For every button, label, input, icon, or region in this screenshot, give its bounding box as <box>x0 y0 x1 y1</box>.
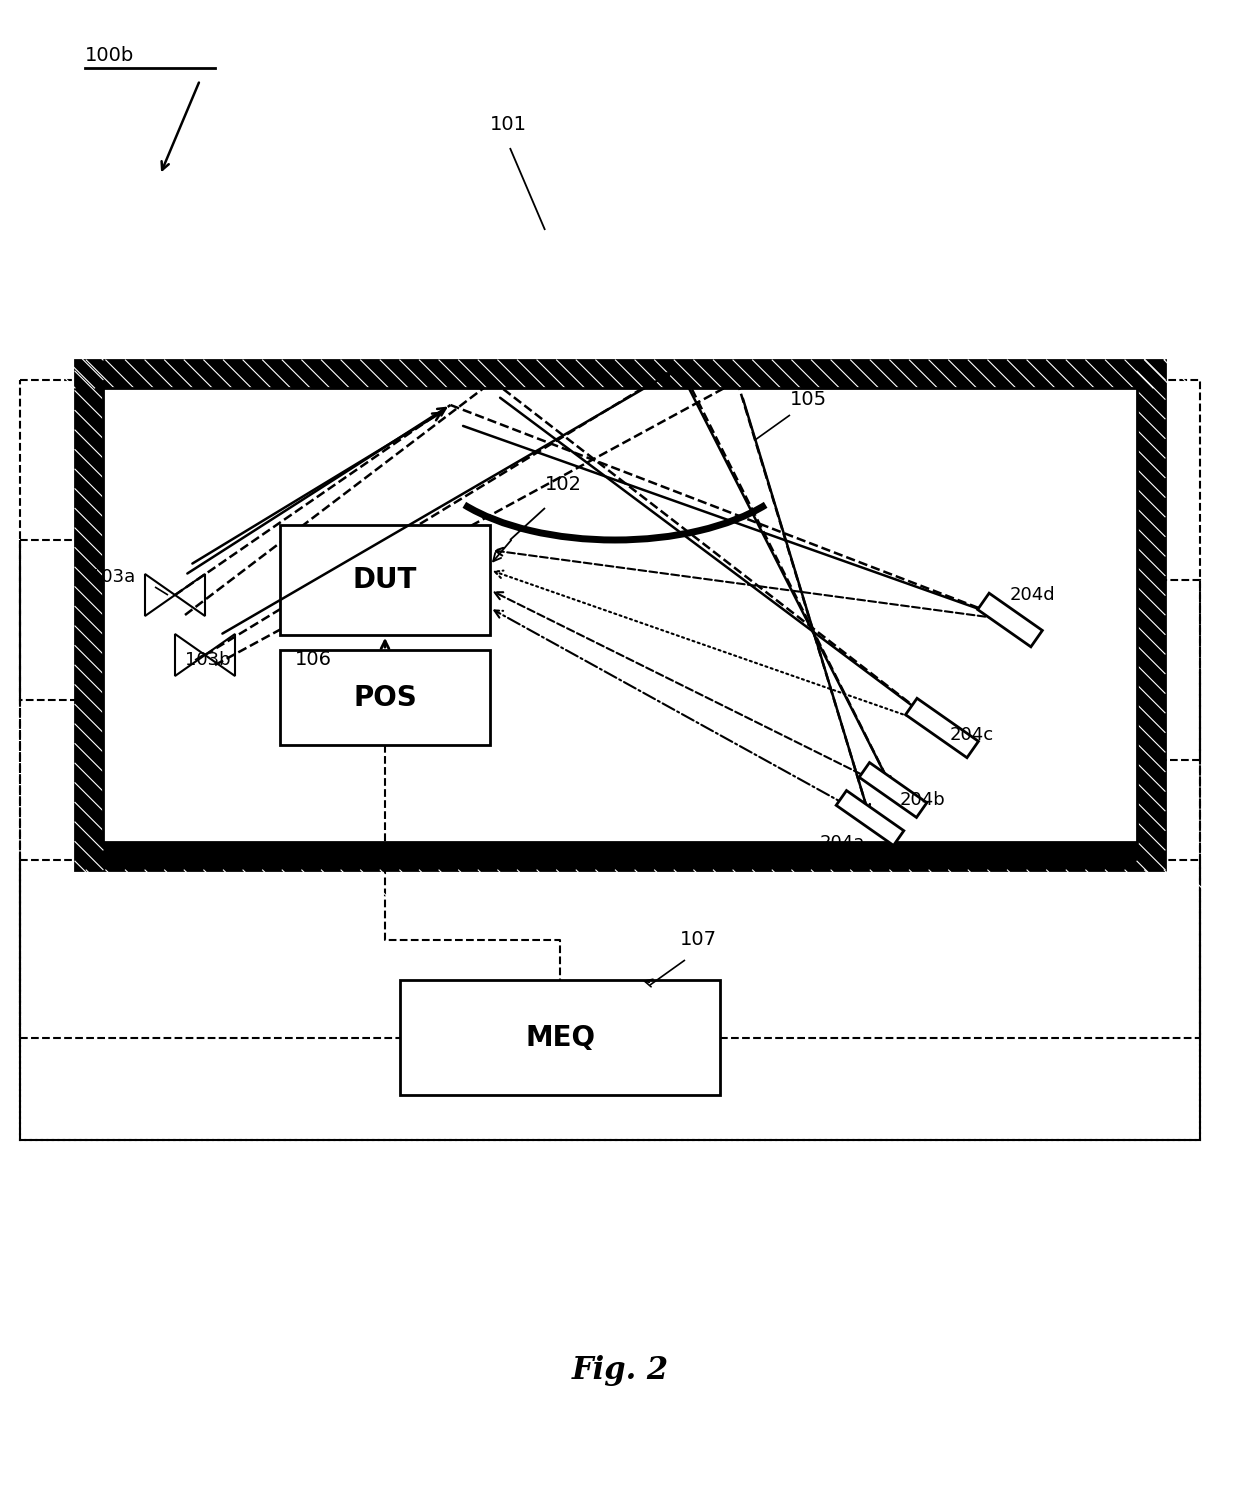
Bar <box>280 650 490 745</box>
Polygon shape <box>859 763 926 818</box>
Bar <box>401 980 720 1095</box>
Polygon shape <box>905 699 978 758</box>
Text: 107: 107 <box>680 930 717 949</box>
Bar <box>103 387 1137 842</box>
Bar <box>103 387 1137 842</box>
Text: MEQ: MEQ <box>525 1024 595 1052</box>
Text: 204d: 204d <box>1011 586 1055 603</box>
Text: 100b: 100b <box>86 46 134 66</box>
Text: 102: 102 <box>546 475 582 495</box>
Text: 204c: 204c <box>950 726 994 744</box>
Bar <box>74 361 1166 870</box>
Bar <box>20 539 140 700</box>
Text: 106: 106 <box>295 650 332 669</box>
Bar <box>20 860 1200 1140</box>
Text: 105: 105 <box>790 390 827 408</box>
Text: 103b: 103b <box>185 651 231 669</box>
Polygon shape <box>977 593 1043 647</box>
Text: POS: POS <box>353 684 417 712</box>
Bar <box>20 380 1200 1140</box>
Text: Fig. 2: Fig. 2 <box>572 1354 668 1386</box>
Text: DUT: DUT <box>353 566 417 595</box>
Polygon shape <box>836 791 904 845</box>
Bar <box>1060 580 1200 760</box>
Text: 103a: 103a <box>91 568 135 586</box>
Bar <box>280 524 490 635</box>
Text: 204b: 204b <box>900 791 946 809</box>
Text: 101: 101 <box>490 115 527 134</box>
Text: 204a: 204a <box>820 834 866 852</box>
